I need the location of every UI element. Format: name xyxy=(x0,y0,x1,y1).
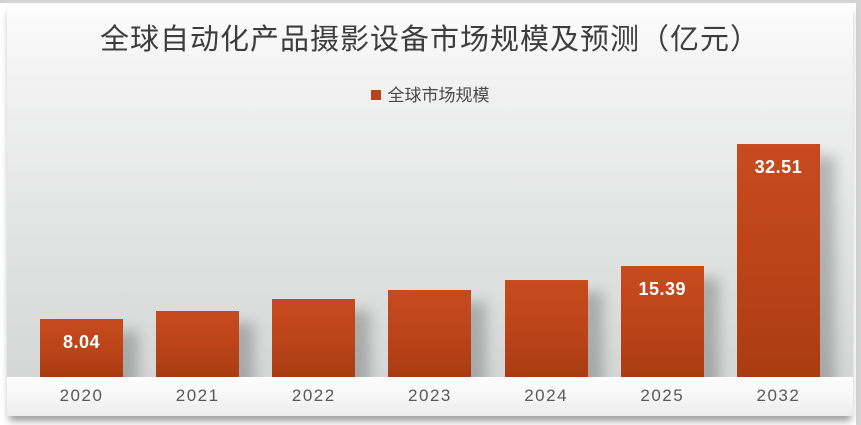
canvas-right-edge xyxy=(856,0,861,425)
bar-series: 8.04 15.39 32.51 xyxy=(40,3,820,377)
bar-value-label: 15.39 xyxy=(638,279,687,299)
x-axis-label-2021: 2021 xyxy=(175,386,220,405)
slide-panel: 全球自动化产品摄影设备市场规模及预测（亿元） 全球市场规模 8.04 15.39 3… xyxy=(7,3,853,416)
bar-2020: 8.04 xyxy=(40,319,123,377)
chart-legend: 全球市场规模 xyxy=(7,81,853,106)
bar-2025: 15.39 xyxy=(620,266,704,377)
bar-2023 xyxy=(388,290,472,377)
x-axis-label-2024: 2024 xyxy=(524,386,569,405)
x-axis-label-2022: 2022 xyxy=(291,386,336,405)
bar-2032: 32.51 xyxy=(736,144,820,377)
legend-swatch-icon xyxy=(370,89,381,100)
bar-2021 xyxy=(156,311,240,377)
canvas-top-edge xyxy=(0,0,861,3)
x-axis-strip: 2020 2021 2022 2023 2024 2025 2032 xyxy=(7,377,853,416)
chart-plot-region: 全球自动化产品摄影设备市场规模及预测（亿元） 全球市场规模 8.04 15.39 3… xyxy=(7,3,853,377)
bar-value-label: 8.04 xyxy=(62,332,101,352)
x-axis-label-2020: 2020 xyxy=(59,386,104,405)
bar-value-label: 32.51 xyxy=(754,157,803,177)
x-axis-label-2025: 2025 xyxy=(640,386,685,405)
bar-2024 xyxy=(504,280,588,377)
x-axis-labels: 2020 2021 2022 2023 2024 2025 2032 xyxy=(40,377,820,416)
x-axis-label-2023: 2023 xyxy=(408,386,452,405)
legend-series-label: 全球市场规模 xyxy=(387,86,490,106)
chart-title: 全球自动化产品摄影设备市场规模及预测（亿元） xyxy=(99,22,760,56)
bar-2022 xyxy=(272,299,356,377)
x-axis-label-2032: 2032 xyxy=(756,386,801,405)
